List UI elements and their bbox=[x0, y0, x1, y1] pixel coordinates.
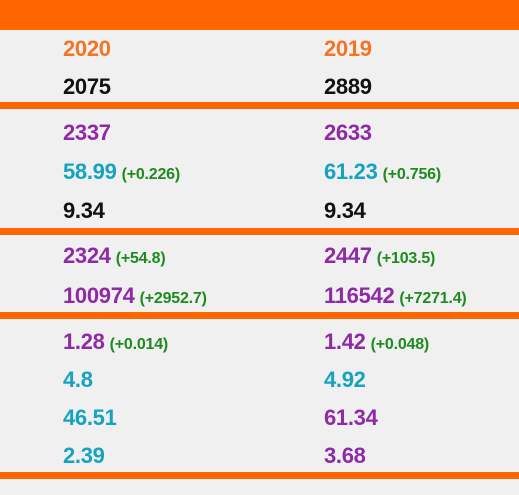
value-with-delta: 58.99 (+0.226) bbox=[63, 159, 180, 188]
value-cell: 2075 bbox=[63, 74, 111, 99]
delta-value: (+103.5) bbox=[376, 250, 436, 267]
section-divider bbox=[0, 312, 519, 319]
value-with-delta: 61.23 (+0.756) bbox=[324, 159, 441, 188]
header-2020: 2020 bbox=[63, 36, 111, 61]
value-cell: 4.8 bbox=[63, 367, 93, 392]
value-cell: 46.51 bbox=[63, 405, 117, 430]
value-cell: 61.34 bbox=[324, 405, 378, 430]
value: 1.42 bbox=[324, 329, 366, 354]
delta-value: (+54.8) bbox=[115, 250, 166, 267]
value: 1.28 bbox=[63, 329, 105, 354]
value-with-delta: 2447 (+103.5) bbox=[324, 243, 435, 272]
value-cell: 2.39 bbox=[63, 443, 105, 468]
value-with-delta: 1.28 (+0.014) bbox=[63, 329, 168, 358]
value-with-delta: 100974 (+2952.7) bbox=[63, 283, 207, 312]
top-orange-bar bbox=[0, 0, 519, 30]
value-cell: 3.68 bbox=[324, 443, 366, 468]
value: 100974 bbox=[63, 283, 135, 308]
value-cell: 2889 bbox=[324, 74, 372, 99]
value: 2324 bbox=[63, 243, 111, 268]
value-cell: 2633 bbox=[324, 120, 372, 145]
value-cell: 2337 bbox=[63, 120, 111, 145]
header-2019: 2019 bbox=[324, 36, 372, 61]
value: 58.99 bbox=[63, 159, 117, 184]
value: 116542 bbox=[324, 283, 395, 308]
value-cell: 9.34 bbox=[63, 198, 105, 223]
delta-value: (+0.014) bbox=[109, 336, 169, 353]
delta-value: (+0.756) bbox=[382, 166, 442, 183]
value: 2447 bbox=[324, 243, 372, 268]
section-divider bbox=[0, 472, 519, 479]
value-cell: 9.34 bbox=[324, 198, 366, 223]
value-with-delta: 116542 (+7271.4) bbox=[324, 283, 467, 312]
delta-value: (+0.226) bbox=[121, 166, 181, 183]
value-with-delta: 1.42 (+0.048) bbox=[324, 329, 429, 358]
delta-value: (+0.048) bbox=[370, 336, 430, 353]
delta-value: (+2952.7) bbox=[139, 290, 207, 307]
delta-value: (+7271.4) bbox=[399, 290, 467, 307]
section-divider bbox=[0, 228, 519, 235]
value-with-delta: 2324 (+54.8) bbox=[63, 243, 166, 272]
value: 61.23 bbox=[324, 159, 378, 184]
value-cell: 4.92 bbox=[324, 367, 366, 392]
section-divider bbox=[0, 102, 519, 109]
